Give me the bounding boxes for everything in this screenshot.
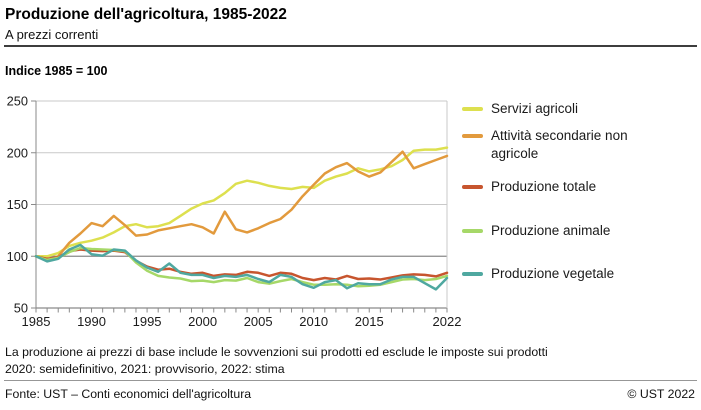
x-tick-label: 1985 — [22, 314, 51, 329]
x-tick-label: 1990 — [77, 314, 106, 329]
footnotes: La produzione ai prezzi di base include … — [5, 344, 548, 377]
legend-swatch — [462, 107, 483, 111]
legend-label: Attività secondarie non agricole — [491, 128, 628, 161]
footer: Fonte: UST – Conti economici dell'agrico… — [5, 387, 695, 401]
x-tick-label: 2022 — [433, 314, 462, 329]
y-tick-label: 100 — [7, 249, 28, 264]
copyright-text: © UST 2022 — [627, 387, 695, 401]
y-tick-label: 50 — [14, 301, 28, 316]
y-tick-label: 200 — [7, 145, 28, 160]
page-subtitle: A prezzi correnti — [5, 27, 99, 42]
series-line-3 — [34, 246, 449, 288]
series-line-2 — [34, 248, 449, 282]
line-chart: 50 100 150 200 250 1985 1990 1995 2000 2005 2010 20… — [7, 94, 462, 330]
footnote-1: La produzione ai prezzi di base include … — [5, 345, 548, 359]
footnote-2: 2020: semidefinitivo, 2021: provvisorio,… — [5, 361, 285, 376]
legend-label: Servizi agricoli — [491, 101, 579, 116]
index-note: Indice 1985 = 100 — [5, 64, 108, 78]
legend-item: Attività secondarie non agricole — [460, 127, 676, 162]
x-tick-label: 2010 — [299, 314, 328, 329]
legend-label: Produzione totale — [491, 179, 597, 194]
legend-item: Produzione animale — [460, 222, 676, 240]
x-tick-label: 2015 — [355, 314, 384, 329]
legend-swatch — [462, 134, 483, 138]
legend-item: Produzione vegetale — [460, 265, 676, 283]
series-line-0 — [34, 146, 449, 258]
y-tick-label: 150 — [7, 197, 28, 212]
x-tick-label: 2000 — [188, 314, 217, 329]
legend-item: Servizi agricoli — [460, 100, 676, 118]
footer-divider — [4, 380, 697, 381]
legend-item: Produzione totale — [460, 178, 676, 196]
source-text: Fonte: UST – Conti economici dell'agrico… — [5, 387, 252, 401]
legend-label: Produzione animale — [491, 223, 611, 238]
x-tick-label: 2005 — [244, 314, 273, 329]
series-line-4 — [34, 243, 449, 291]
legend-label: Produzione vegetale — [491, 266, 615, 281]
legend-swatch — [462, 185, 483, 189]
header-divider — [4, 45, 697, 47]
page-title: Produzione dell'agricoltura, 1985-2022 — [5, 6, 287, 23]
series-line-1 — [34, 150, 449, 262]
x-tick-label: 1995 — [133, 314, 162, 329]
legend-swatch — [462, 229, 483, 233]
y-tick-label: 250 — [7, 94, 28, 109]
legend-swatch — [462, 272, 483, 276]
